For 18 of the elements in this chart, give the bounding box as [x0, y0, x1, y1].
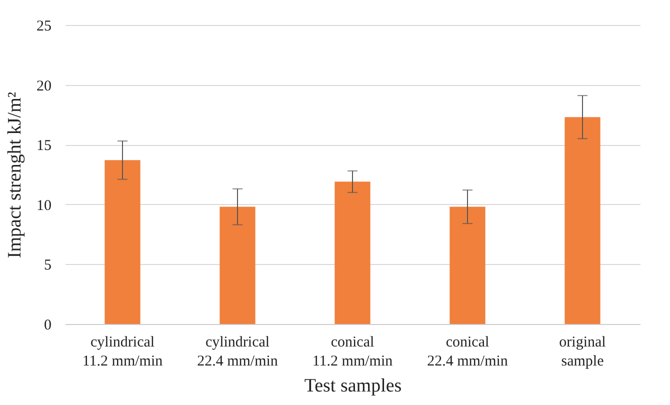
y-tick-label: 15 [36, 138, 52, 154]
bar [220, 206, 256, 324]
x-tick-label: conical 11.2 mm/min [312, 334, 394, 370]
x-tick-label: cylindrical 22.4 mm/min [197, 334, 278, 370]
y-tick-label: 20 [36, 78, 52, 94]
y-tick-label: 0 [44, 318, 52, 334]
bar [450, 206, 486, 324]
bar [564, 117, 600, 324]
y-tick-label: 5 [44, 258, 52, 274]
bar [104, 160, 140, 324]
x-axis-title: Test samples [304, 376, 402, 396]
y-tick-label: 10 [36, 198, 52, 214]
y-axis-title: Impact strenght kJ/m² [4, 92, 26, 258]
bar [334, 182, 370, 324]
x-tick-label: original sample [559, 334, 606, 370]
y-tick-label: 25 [36, 18, 52, 34]
x-tick-label: cylindrical 11.2 mm/min [82, 334, 164, 370]
x-tick-label: conical 22.4 mm/min [427, 334, 508, 370]
